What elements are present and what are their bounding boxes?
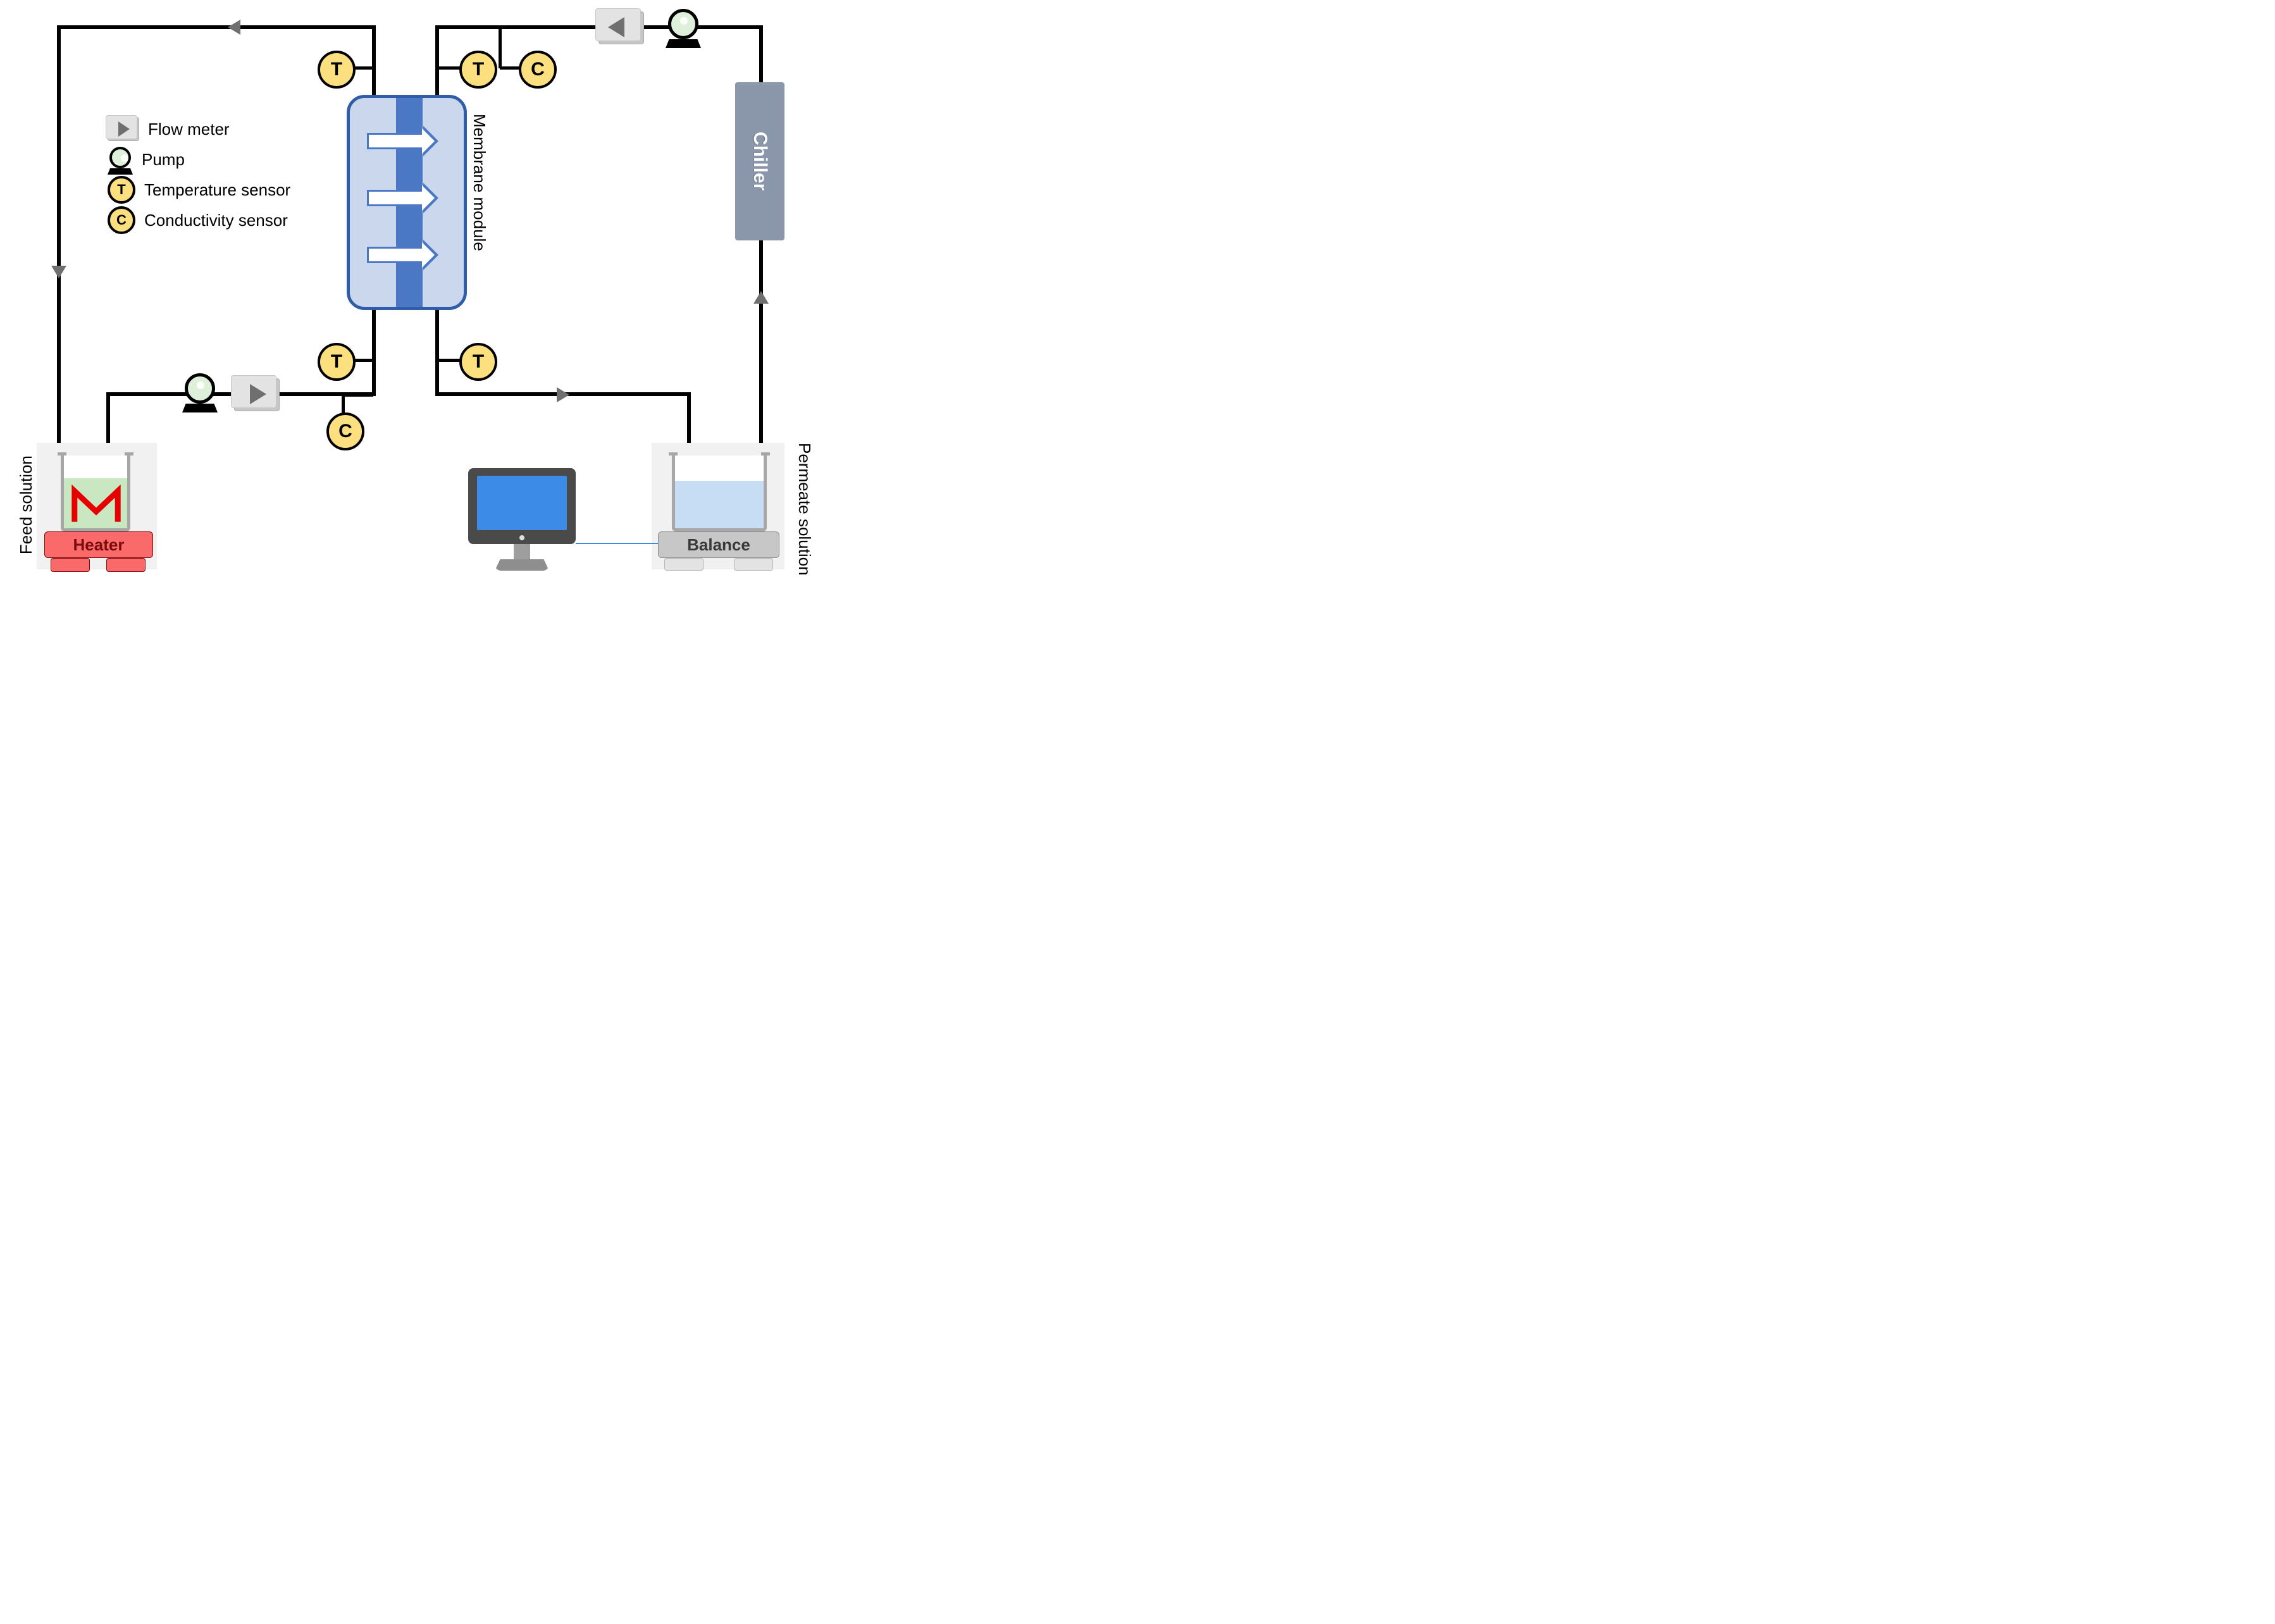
- sensor-stem: [500, 66, 520, 70]
- balance-label: Balance: [687, 535, 750, 555]
- sensor-stem: [499, 25, 502, 68]
- permeate-arrow-icon: [367, 133, 422, 149]
- pump-feed: [182, 373, 218, 409]
- conductivity-sensor: C: [519, 51, 557, 89]
- sensor-stem: [438, 359, 461, 362]
- legend-flowmeter-label: Flow meter: [148, 120, 230, 139]
- legend-pump: Pump: [108, 144, 323, 175]
- legend-temperature: T Temperature sensor: [108, 175, 323, 205]
- feed-beaker: [61, 456, 130, 531]
- legend-temperature-label: Temperature sensor: [144, 180, 290, 200]
- temperature-sensor: T: [318, 51, 356, 89]
- membrane-label: Membrane module: [469, 114, 489, 251]
- flowmeter-icon: [108, 117, 139, 141]
- flowmeter-permeate: [598, 11, 644, 44]
- feed-solution-label: Feed solution: [16, 456, 36, 554]
- balance-foot: [664, 558, 704, 571]
- temperature-sensor-icon: T: [108, 176, 135, 204]
- temperature-sensor: T: [459, 343, 497, 381]
- permeate-arrow-icon: [367, 190, 422, 206]
- pump-permeate: [666, 9, 701, 44]
- legend-flowmeter: Flow meter: [108, 114, 323, 144]
- pipe: [372, 25, 376, 96]
- legend-conductivity: C Conductivity sensor: [108, 205, 323, 235]
- legend: Flow meter Pump T Temperature sensor C C…: [108, 114, 323, 235]
- chiller-label: Chiller: [749, 132, 771, 190]
- permeate-liquid: [675, 481, 764, 528]
- heater-coil-icon: [68, 481, 125, 526]
- pipe: [759, 25, 763, 85]
- legend-pump-label: Pump: [142, 150, 185, 170]
- flow-arrow-icon: [753, 291, 769, 304]
- temperature-sensor: T: [318, 343, 356, 381]
- permeate-solution-label: Permeate solution: [795, 443, 814, 576]
- sensor-stem: [342, 394, 373, 397]
- pipe: [435, 25, 439, 96]
- permeate-beaker: [672, 456, 767, 531]
- flow-arrow-icon: [51, 266, 66, 278]
- sensor-stem: [438, 66, 461, 70]
- conductivity-sensor-icon: C: [108, 206, 135, 234]
- monitor-stand: [514, 544, 530, 559]
- flowmeter-feed: [234, 378, 280, 411]
- sensor-stem: [342, 395, 345, 414]
- heater-foot: [106, 558, 146, 572]
- temperature-sensor: T: [459, 51, 497, 89]
- pipe: [372, 304, 376, 396]
- pipe: [57, 25, 61, 462]
- flow-arrow-icon: [228, 20, 240, 35]
- pump-icon: [108, 147, 133, 172]
- permeate-arrow-icon: [367, 247, 422, 263]
- chiller: Chiller: [735, 82, 784, 240]
- legend-conductivity-label: Conductivity sensor: [144, 211, 288, 230]
- monitor-base: [495, 559, 549, 571]
- heater-foot: [51, 558, 90, 572]
- conductivity-sensor: C: [326, 412, 364, 450]
- flow-arrow-icon: [557, 387, 569, 402]
- diagram-stage: Membrane module Chiller T T T T C C Heat…: [0, 0, 822, 588]
- pipe: [57, 25, 375, 29]
- heater-label: Heater: [73, 535, 125, 555]
- balance-block: Balance: [658, 531, 779, 558]
- monitor-led-icon: [519, 535, 524, 540]
- computer-screen: [477, 476, 567, 530]
- balance-foot: [734, 558, 773, 571]
- heater-block: Heater: [44, 531, 153, 558]
- pipe: [435, 304, 439, 396]
- data-cable: [576, 543, 658, 544]
